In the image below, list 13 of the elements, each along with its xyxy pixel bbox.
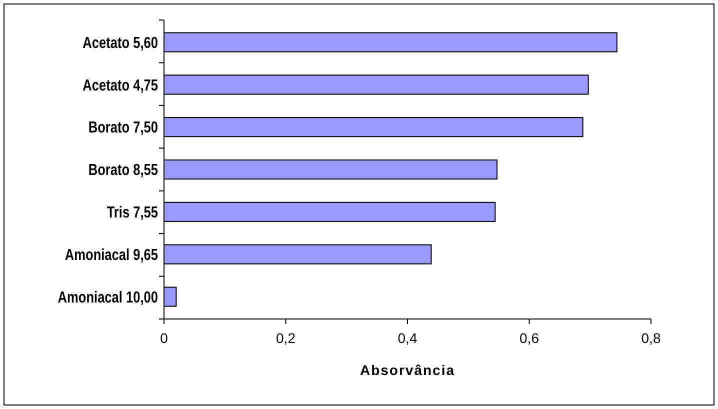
- y-tick-label: Tris 7,55: [106, 204, 158, 222]
- y-tick-label: Acetato 4,75: [82, 77, 158, 95]
- x-tick-label: 0,6: [520, 330, 540, 346]
- x-axis-title: Absorvância: [360, 362, 456, 378]
- x-tick-label: 0: [160, 330, 168, 346]
- y-tick-label: Borato 8,55: [88, 162, 158, 180]
- y-tick-label: Borato 7,50: [88, 119, 158, 138]
- y-tick-label: Acetato 5,60: [82, 34, 158, 52]
- x-tick-label: 0,2: [276, 330, 296, 346]
- y-tick-label: Amoniacal 10,00: [58, 289, 158, 307]
- x-tick-label: 0,4: [398, 330, 418, 346]
- x-tick-label: 0,8: [641, 330, 661, 346]
- y-tick-label: Amoniacal 9,65: [64, 246, 158, 264]
